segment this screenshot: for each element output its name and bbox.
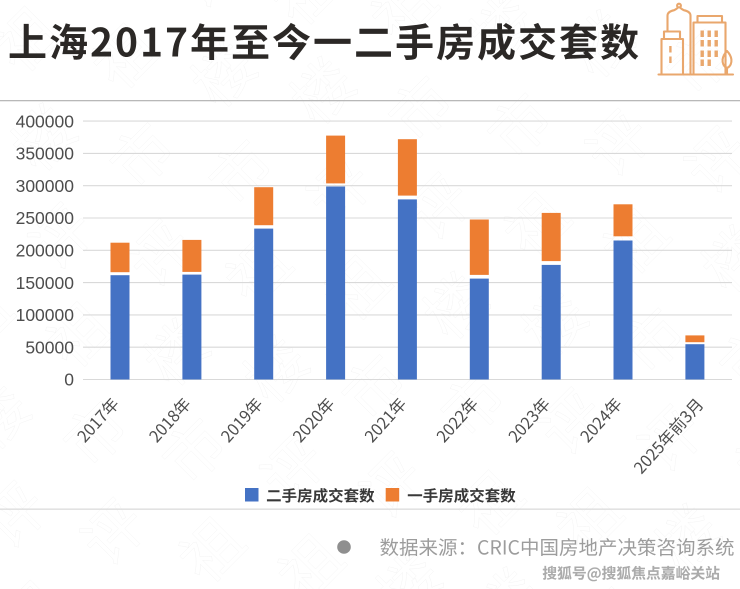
svg-text:400000: 400000 (16, 111, 75, 131)
svg-text:150000: 150000 (16, 273, 75, 293)
svg-text:100000: 100000 (16, 305, 75, 325)
svg-text:0: 0 (64, 370, 74, 390)
svg-text:50000: 50000 (25, 337, 74, 357)
svg-text:350000: 350000 (16, 144, 75, 164)
svg-text:250000: 250000 (16, 208, 75, 228)
svg-text:300000: 300000 (16, 176, 75, 196)
svg-text:200000: 200000 (16, 241, 75, 261)
